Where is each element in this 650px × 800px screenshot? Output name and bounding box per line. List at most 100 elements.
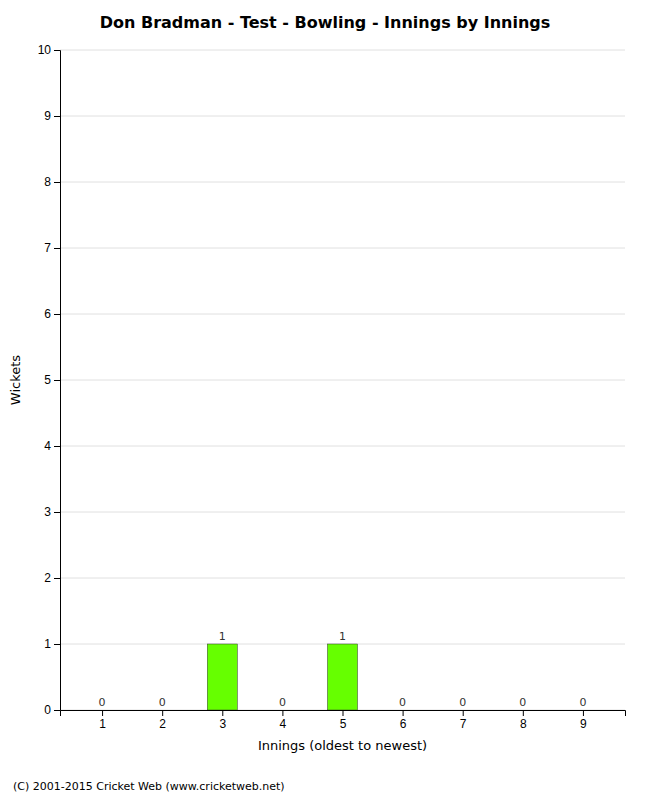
y-tick: 0: [44, 703, 60, 717]
x-tick-mark: [162, 710, 163, 716]
grid: [60, 50, 625, 710]
y-tick: 3: [44, 505, 60, 519]
grid-line: [60, 314, 625, 315]
y-tick: 10: [38, 43, 60, 57]
x-axis-title: Innings (oldest to newest): [258, 738, 427, 753]
y-tick-mark: [54, 446, 60, 447]
y-tick-label: 5: [44, 373, 51, 387]
bar: [327, 644, 357, 710]
data-labels: 0 0 1 0 1 0 0 0 0: [99, 630, 587, 709]
x-tick-mark: [463, 710, 464, 716]
data-label: 0: [159, 696, 166, 709]
x-axis-line: [61, 711, 626, 717]
data-label: 0: [99, 696, 106, 709]
x-tick-label: 5: [340, 717, 347, 731]
y-tick-label: 9: [44, 109, 51, 123]
x-tick-label: 2: [159, 717, 166, 731]
x-tick: 5: [340, 710, 347, 731]
grid-line: [60, 446, 625, 447]
y-tick-mark: [54, 116, 60, 117]
grid-line: [60, 578, 625, 579]
y-tick-mark: [54, 512, 60, 513]
x-axis: 1 2 3 4 5 6 7 8 9: [61, 710, 626, 731]
data-label: 0: [459, 696, 466, 709]
x-tick-label: 4: [280, 717, 287, 731]
grid-line: [60, 50, 625, 51]
y-tick: 9: [44, 109, 60, 123]
y-tick: 6: [44, 307, 60, 321]
x-tick-mark: [403, 710, 404, 716]
y-axis-line: [54, 51, 61, 711]
y-tick: 5: [44, 373, 60, 387]
y-tick-label: 3: [44, 505, 51, 519]
data-label: 0: [399, 696, 406, 709]
x-tick: 4: [280, 710, 287, 731]
bar: [388, 710, 418, 711]
y-tick-mark: [54, 182, 60, 183]
data-label: 1: [219, 630, 226, 643]
y-tick-mark: [54, 314, 60, 315]
y-tick-label: 1: [44, 637, 51, 651]
x-tick-mark: [583, 710, 584, 716]
bars: [207, 644, 357, 710]
y-tick-mark: [54, 50, 60, 51]
y-tick-label: 8: [44, 175, 51, 189]
grid-line: [60, 512, 625, 513]
x-tick-label: 1: [99, 717, 106, 731]
x-tick-mark: [282, 710, 283, 716]
bar: [87, 710, 117, 711]
x-tick: 7: [460, 710, 467, 731]
annotation: (C) 2001-2015 Cricket Web (www.cricketwe…: [13, 780, 285, 793]
y-tick-mark: [54, 644, 60, 645]
x-tick: 6: [400, 710, 407, 731]
grid-line: [60, 380, 625, 381]
data-label: 1: [339, 630, 346, 643]
y-tick-mark: [54, 578, 60, 579]
x-tick: 2: [159, 710, 166, 731]
x-tick-mark: [222, 710, 223, 716]
y-tick-label: 10: [38, 43, 52, 57]
x-tick: 9: [580, 710, 587, 731]
chart-svg: 123456789012345678910001010000Don Bradma…: [0, 0, 650, 800]
x-tick-label: 6: [400, 717, 407, 731]
x-tick: 3: [219, 710, 226, 731]
y-tick-label: 7: [44, 241, 51, 255]
bar: [207, 644, 237, 710]
data-label: 0: [279, 696, 286, 709]
x-tick-label: 9: [580, 717, 587, 731]
y-tick-mark: [54, 380, 60, 381]
bar: [267, 710, 297, 711]
y-tick: 2: [44, 571, 60, 585]
bar: [147, 710, 177, 711]
x-tick: 1: [99, 710, 106, 731]
y-axis: 0 1 2 3 4 5 6 7 8 9 10: [38, 43, 61, 717]
bar: [448, 710, 478, 711]
y-tick: 7: [44, 241, 60, 255]
y-tick-mark: [54, 710, 60, 711]
data-label: 0: [519, 696, 526, 709]
y-axis-title: Wickets: [8, 355, 23, 405]
x-tick-mark: [523, 710, 524, 716]
x-tick-mark: [343, 710, 344, 716]
y-tick-label: 4: [44, 439, 51, 453]
y-tick-label: 0: [44, 703, 51, 717]
grid-line: [60, 116, 625, 117]
x-tick-mark: [102, 710, 103, 716]
grid-line: [60, 248, 625, 249]
plot-area: 123456789012345678910001010000: [38, 43, 626, 730]
y-tick-mark: [54, 248, 60, 249]
y-tick-label: 2: [44, 571, 51, 585]
bar: [568, 710, 598, 711]
y-tick: 1: [44, 637, 60, 651]
y-tick: 8: [44, 175, 60, 189]
y-tick-label: 6: [44, 307, 51, 321]
data-label: 0: [579, 696, 586, 709]
x-tick-label: 3: [219, 717, 226, 731]
y-tick: 4: [44, 439, 60, 453]
x-tick-label: 7: [460, 717, 467, 731]
x-tick-label: 8: [520, 717, 527, 731]
bar: [508, 710, 538, 711]
chart-title: Don Bradman - Test - Bowling - Innings b…: [100, 13, 551, 32]
grid-line: [60, 182, 625, 183]
x-tick: 8: [520, 710, 527, 731]
